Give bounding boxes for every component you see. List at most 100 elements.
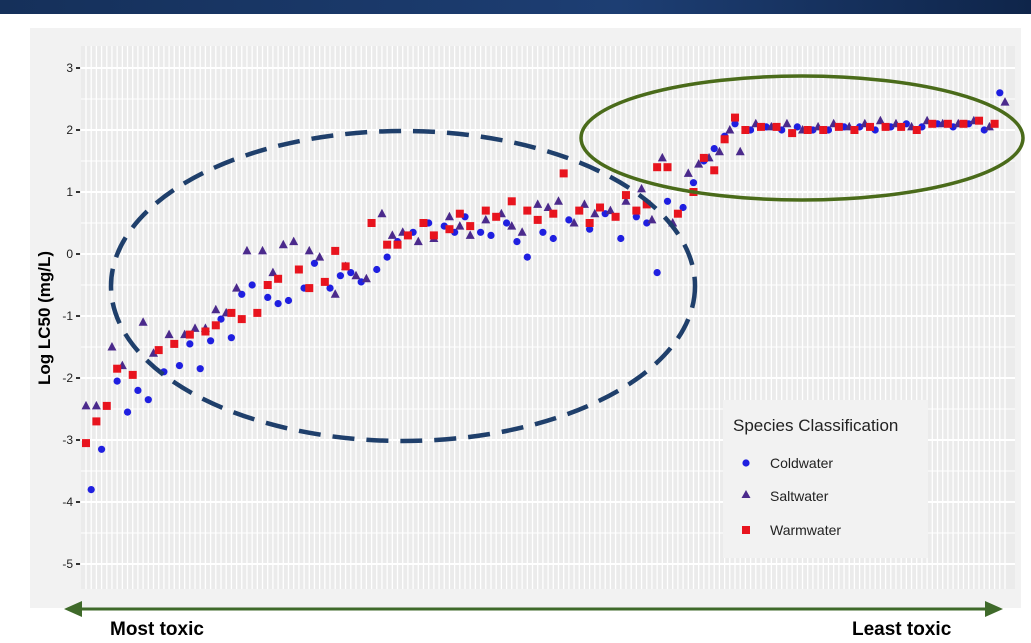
coldwater-point xyxy=(217,315,225,323)
y-tick-label: -2 xyxy=(62,371,73,385)
saltwater-point xyxy=(289,236,299,246)
saltwater-point xyxy=(455,221,465,230)
least-toxic-label: Least toxic xyxy=(852,619,952,640)
saltwater-point xyxy=(553,196,563,205)
y-axis-label: Log LC50 (mg/L) xyxy=(35,251,54,385)
warmwater-point xyxy=(850,126,859,134)
saltwater-point xyxy=(258,245,268,255)
saltwater-point xyxy=(782,118,792,128)
coldwater-point xyxy=(336,272,345,280)
legend-coldwater-marker xyxy=(742,459,750,467)
warmwater-point xyxy=(912,126,921,134)
saltwater-point xyxy=(579,199,589,208)
saltwater-point xyxy=(148,348,158,357)
warmwater-point xyxy=(492,212,501,221)
legend: Species Classification Coldwater Saltwat… xyxy=(723,400,928,558)
saltwater-point xyxy=(190,323,200,332)
warmwater-point xyxy=(237,315,246,324)
coldwater-point xyxy=(347,269,355,277)
warmwater-point xyxy=(201,327,210,336)
warmwater-point xyxy=(575,206,584,215)
legend-saltwater-label: Saltwater xyxy=(770,488,829,504)
coldwater-point xyxy=(274,300,282,308)
warmwater-point xyxy=(772,122,781,131)
warmwater-point xyxy=(523,206,532,215)
warmwater-point xyxy=(393,240,402,249)
warmwater-point xyxy=(170,339,179,348)
warmwater-point xyxy=(274,274,283,283)
coldwater-point xyxy=(383,253,391,261)
warmwater-point xyxy=(928,119,937,128)
warmwater-point xyxy=(82,439,90,448)
saltwater-point xyxy=(377,208,387,218)
y-tick-label: -3 xyxy=(62,433,73,447)
y-tick-label: -1 xyxy=(62,309,73,323)
warmwater-point xyxy=(710,166,719,175)
warmwater-point xyxy=(481,206,490,215)
saltwater-point xyxy=(278,239,288,249)
saltwater-point xyxy=(81,400,91,410)
warmwater-point xyxy=(102,401,111,410)
coldwater-point xyxy=(653,269,661,277)
coldwater-point xyxy=(373,265,381,274)
y-tick-label: 1 xyxy=(66,185,73,199)
saltwater-point xyxy=(569,218,579,227)
warmwater-point xyxy=(559,169,568,178)
dashed-ellipse-annotation xyxy=(108,128,698,444)
saltwater-point xyxy=(330,289,340,298)
warmwater-point xyxy=(466,222,475,231)
coldwater-point xyxy=(113,377,121,385)
coldwater-point xyxy=(175,362,184,370)
warmwater-point xyxy=(341,262,350,271)
saltwater-point xyxy=(517,227,527,236)
warmwater-point xyxy=(128,370,137,379)
data-points xyxy=(81,89,1010,494)
y-tick-label: -4 xyxy=(62,495,73,509)
warmwater-point xyxy=(663,163,672,172)
warmwater-point xyxy=(653,163,662,172)
coldwater-point xyxy=(284,296,293,305)
saltwater-point xyxy=(351,270,361,280)
coldwater-point xyxy=(663,197,672,205)
saltwater-point xyxy=(268,267,278,277)
saltwater-point xyxy=(465,230,475,239)
coldwater-point xyxy=(264,293,272,301)
y-axis-ticks: 3 2 1 0 -1 -2 -3 -4 -5 xyxy=(62,61,80,571)
warmwater-point xyxy=(383,240,392,249)
legend-coldwater-label: Coldwater xyxy=(770,455,833,471)
coldwater-point xyxy=(502,219,511,227)
coldwater-point xyxy=(679,203,687,212)
warmwater-point xyxy=(959,119,968,128)
saltwater-point xyxy=(242,245,252,255)
coldwater-point xyxy=(476,228,485,236)
warmwater-point xyxy=(731,113,740,122)
warmwater-point xyxy=(185,330,194,339)
saltwater-point xyxy=(107,342,117,351)
saltwater-point xyxy=(387,230,397,239)
warmwater-point xyxy=(788,129,797,138)
coldwater-point xyxy=(996,89,1004,97)
most-toxic-label: Most toxic xyxy=(110,619,204,640)
coldwater-point xyxy=(123,408,132,416)
warmwater-point xyxy=(975,116,984,125)
warmwater-point xyxy=(866,122,875,131)
y-tick-label: -5 xyxy=(62,557,73,571)
warmwater-point xyxy=(92,417,101,426)
saltwater-point xyxy=(413,236,423,246)
warmwater-point xyxy=(881,122,890,131)
warmwater-point xyxy=(819,126,828,134)
legend-warmwater-marker xyxy=(742,526,750,534)
saltwater-point xyxy=(605,205,615,215)
saltwater-point xyxy=(590,208,600,218)
warmwater-point xyxy=(803,126,812,134)
y-tick-label: 3 xyxy=(66,61,73,75)
coldwater-point xyxy=(238,290,246,298)
warmwater-point xyxy=(642,200,651,209)
saltwater-point xyxy=(735,146,745,156)
legend-box xyxy=(723,400,928,558)
coldwater-point xyxy=(710,145,718,153)
warmwater-point xyxy=(549,209,558,218)
toxicity-gradient-arrow xyxy=(64,601,1003,617)
coldwater-point xyxy=(586,225,594,233)
warmwater-point xyxy=(621,191,630,200)
